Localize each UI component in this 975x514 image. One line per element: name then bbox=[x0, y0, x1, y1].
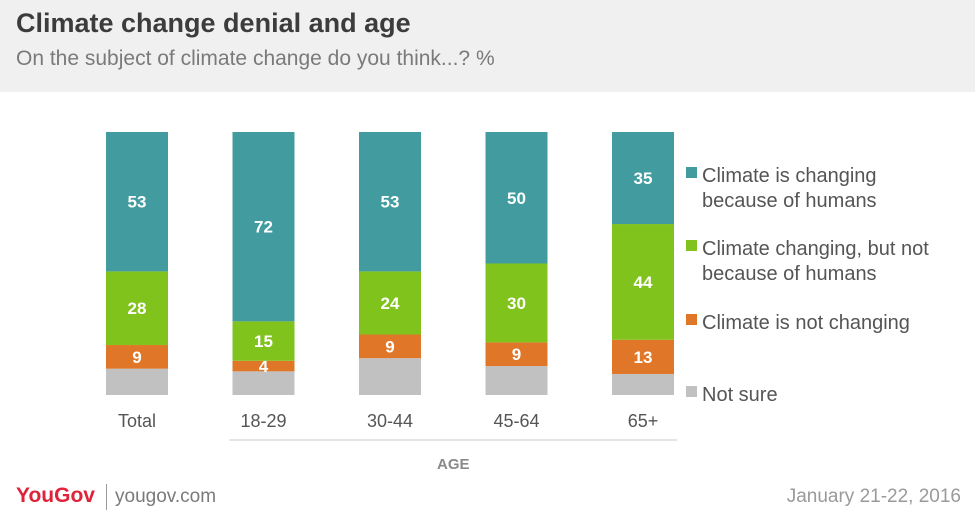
legend-swatch bbox=[686, 240, 697, 251]
bar-segment bbox=[612, 224, 674, 340]
legend-label: Climate changing, but not bbox=[702, 238, 929, 260]
footer-date: January 21-22, 2016 bbox=[786, 486, 961, 507]
bar-segment bbox=[106, 132, 168, 272]
category-label: 45-64 bbox=[493, 411, 539, 431]
axis-label: AGE bbox=[437, 456, 470, 473]
category-label: 65+ bbox=[628, 411, 659, 431]
data-label: 53 bbox=[381, 193, 400, 212]
bar-segment bbox=[485, 342, 548, 367]
bar-segment bbox=[359, 334, 421, 359]
data-label: 35 bbox=[634, 169, 653, 188]
category-label: 30-44 bbox=[367, 411, 413, 431]
data-label: 30 bbox=[507, 294, 526, 313]
data-label: 44 bbox=[634, 273, 653, 292]
category-label: 18-29 bbox=[240, 411, 286, 431]
legend-label: because of humans bbox=[702, 263, 877, 285]
bar-segment bbox=[359, 271, 421, 335]
chart-header: Climate change denial and age On the sub… bbox=[0, 0, 975, 92]
legend-label: Not sure bbox=[702, 384, 778, 406]
bar-segment bbox=[359, 132, 421, 272]
footer-divider bbox=[106, 484, 107, 510]
bar-segment bbox=[612, 132, 674, 225]
bar-segment bbox=[232, 371, 295, 395]
bar-segment bbox=[106, 368, 168, 395]
yougov-logo: YouGov bbox=[16, 484, 95, 507]
chart-title: Climate change denial and age bbox=[16, 8, 411, 38]
bar-segment bbox=[232, 321, 295, 361]
bar-segment bbox=[485, 263, 548, 343]
legend-swatch bbox=[686, 167, 697, 178]
data-label: 50 bbox=[507, 189, 526, 208]
bar-segment bbox=[232, 132, 295, 322]
chart-subtitle: On the subject of climate change do you … bbox=[16, 47, 495, 70]
data-label: 4 bbox=[259, 357, 269, 376]
data-label: 72 bbox=[254, 218, 273, 237]
category-label: Total bbox=[118, 411, 156, 431]
footer-site-link[interactable]: yougov.com bbox=[115, 486, 217, 507]
bar-segment bbox=[612, 373, 674, 395]
data-label: 53 bbox=[128, 193, 147, 212]
data-label: 24 bbox=[381, 294, 400, 313]
bar-segment bbox=[232, 360, 295, 372]
bar-segment bbox=[106, 271, 168, 346]
data-label: 28 bbox=[128, 299, 147, 318]
data-label: 15 bbox=[254, 332, 273, 351]
data-label: 9 bbox=[132, 348, 141, 367]
legend-label: Climate is not changing bbox=[702, 312, 910, 334]
data-label: 9 bbox=[385, 337, 394, 356]
legend-label: Climate is changing bbox=[702, 165, 877, 187]
legend-label: because of humans bbox=[702, 190, 877, 212]
data-label: 9 bbox=[512, 345, 521, 364]
bar-segment bbox=[485, 132, 548, 264]
bar-segment bbox=[485, 366, 548, 395]
bar-segment bbox=[106, 345, 168, 369]
data-label: 13 bbox=[634, 348, 653, 367]
legend-swatch bbox=[686, 386, 697, 397]
bar-segment bbox=[612, 339, 674, 374]
bar-segment bbox=[359, 358, 421, 395]
legend-swatch bbox=[686, 314, 697, 325]
